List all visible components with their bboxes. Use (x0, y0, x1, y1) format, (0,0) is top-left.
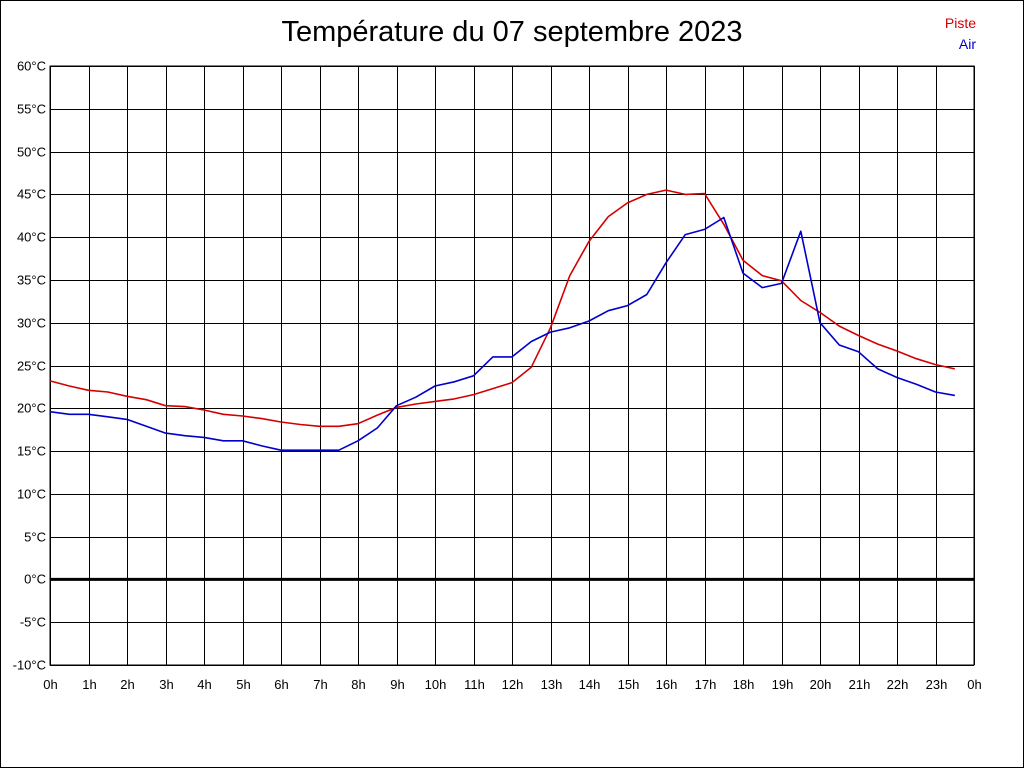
x-tick-label: 4h (197, 677, 211, 692)
chart-title: Température du 07 septembre 2023 (281, 16, 743, 48)
x-tick-label: 15h (618, 677, 640, 692)
y-tick-label: 30°C (17, 316, 46, 331)
x-tick-label: 20h (810, 677, 832, 692)
x-tick-label: 13h (541, 677, 563, 692)
x-tick-label: 14h (579, 677, 601, 692)
x-tick-label: 7h (313, 677, 327, 692)
x-tick-label: 17h (695, 677, 717, 692)
x-tick-label: 9h (390, 677, 404, 692)
chart-legend: Piste Air (945, 13, 976, 55)
y-tick-label: 40°C (17, 230, 46, 245)
x-tick-label: 21h (849, 677, 871, 692)
legend-entry-air: Air (958, 36, 976, 52)
y-tick-label: 5°C (24, 530, 46, 545)
y-tick-label: 60°C (17, 59, 46, 74)
x-tick-label: 12h (502, 677, 524, 692)
x-tick-label: 5h (236, 677, 250, 692)
x-tick-label: 11h (464, 677, 485, 692)
x-tick-label: 6h (274, 677, 288, 692)
x-tick-label: 0h (43, 677, 57, 692)
x-tick-label: 3h (159, 677, 173, 692)
x-tick-label: 8h (351, 677, 365, 692)
y-tick-label: -5°C (20, 615, 46, 630)
y-tick-label: 15°C (17, 444, 46, 459)
y-tick-label: 50°C (17, 145, 46, 160)
x-tick-label: 10h (425, 677, 447, 692)
x-tick-label: 2h (120, 677, 134, 692)
y-tick-label: 20°C (17, 401, 46, 416)
series-line-piste (49, 189, 955, 428)
y-tick-label: 0°C (24, 572, 46, 587)
x-tick-label: 1h (82, 677, 96, 692)
x-tick-label: 19h (772, 677, 794, 692)
x-tick-label: 22h (887, 677, 909, 692)
y-tick-label: 45°C (17, 187, 46, 202)
y-tick-label: 55°C (17, 102, 46, 117)
x-tick-label: 23h (926, 677, 948, 692)
y-tick-label: -10°C (13, 658, 46, 673)
y-tick-label: 25°C (17, 359, 46, 374)
x-tick-label: 16h (656, 677, 678, 692)
x-tick-label: 18h (733, 677, 755, 692)
series-line-air (49, 216, 955, 452)
legend-entry-piste: Piste (944, 15, 976, 31)
y-tick-label: 10°C (17, 487, 46, 502)
y-tick-label: 35°C (17, 273, 46, 288)
x-tick-label: 0h (967, 677, 981, 692)
